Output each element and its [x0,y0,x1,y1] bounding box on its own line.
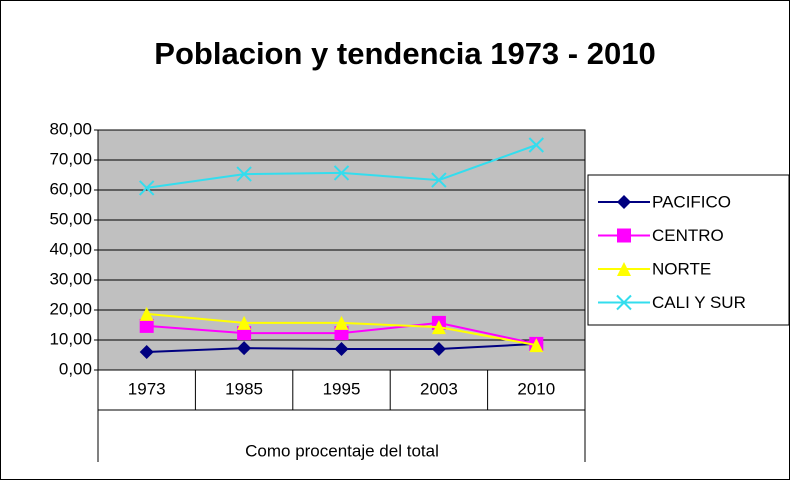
marker [139,306,154,321]
legend-label: NORTE [652,259,711,278]
marker [617,195,631,209]
y-tick-label: 80,00 [49,119,92,138]
marker [334,315,349,330]
x-tick-label: 1995 [323,379,361,398]
y-tick-label: 50,00 [49,209,92,228]
marker [617,262,631,276]
x-tick-label: 2003 [420,379,458,398]
marker [139,345,154,359]
marker [431,342,446,356]
y-tick-label: 30,00 [49,269,92,288]
marker [236,166,252,182]
x-tick-label: 1985 [225,379,263,398]
marker [528,137,545,153]
marker [333,165,350,181]
marker [237,315,252,330]
marker [334,342,349,356]
x-tick-label: 2010 [517,379,555,398]
marker [616,294,632,311]
legend-label: PACIFICO [652,192,731,211]
marker [139,318,154,333]
marker [237,341,252,356]
y-tick-label: 20,00 [49,299,92,318]
marker [617,228,631,243]
marker [138,180,155,196]
y-tick-label: 60,00 [49,179,92,198]
chart-title: Poblacion y tendencia 1973 - 2010 [154,36,655,71]
y-tick-label: 40,00 [49,239,92,258]
legend-label: CENTRO [652,226,724,245]
y-tick-label: 10,00 [49,329,92,348]
legend-label: CALI Y SUR [652,293,746,312]
marker [431,320,446,335]
marker [529,338,544,353]
y-tick-label: 0,00 [59,359,92,378]
y-tick-label: 70,00 [49,149,92,168]
x-tick-label: 1973 [128,379,166,398]
marker [431,172,447,188]
x-axis-label: Como procentaje del total [245,441,439,460]
